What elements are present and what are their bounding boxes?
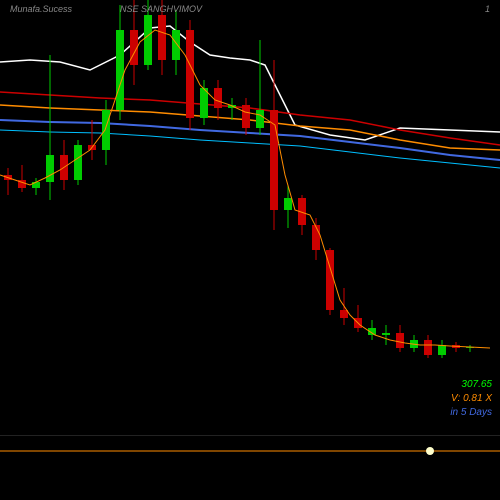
header-symbol: NSE SANGHVIMOV [120, 4, 202, 14]
header-timeframe: 1 [485, 4, 490, 14]
volume-indicator: V: 0.81 X [450, 392, 492, 406]
current-price: 307.65 [450, 378, 492, 392]
info-box: 307.65 V: 0.81 X in 5 Days [450, 378, 492, 420]
period-indicator: in 5 Days [450, 406, 492, 420]
header-watermark-left: Munafa.Sucess [10, 4, 72, 14]
price-chart[interactable] [0, 0, 500, 430]
indicator-panel[interactable] [0, 435, 500, 500]
chart-container: Munafa.Sucess NSE SANGHVIMOV 1 307.65 V:… [0, 0, 500, 500]
